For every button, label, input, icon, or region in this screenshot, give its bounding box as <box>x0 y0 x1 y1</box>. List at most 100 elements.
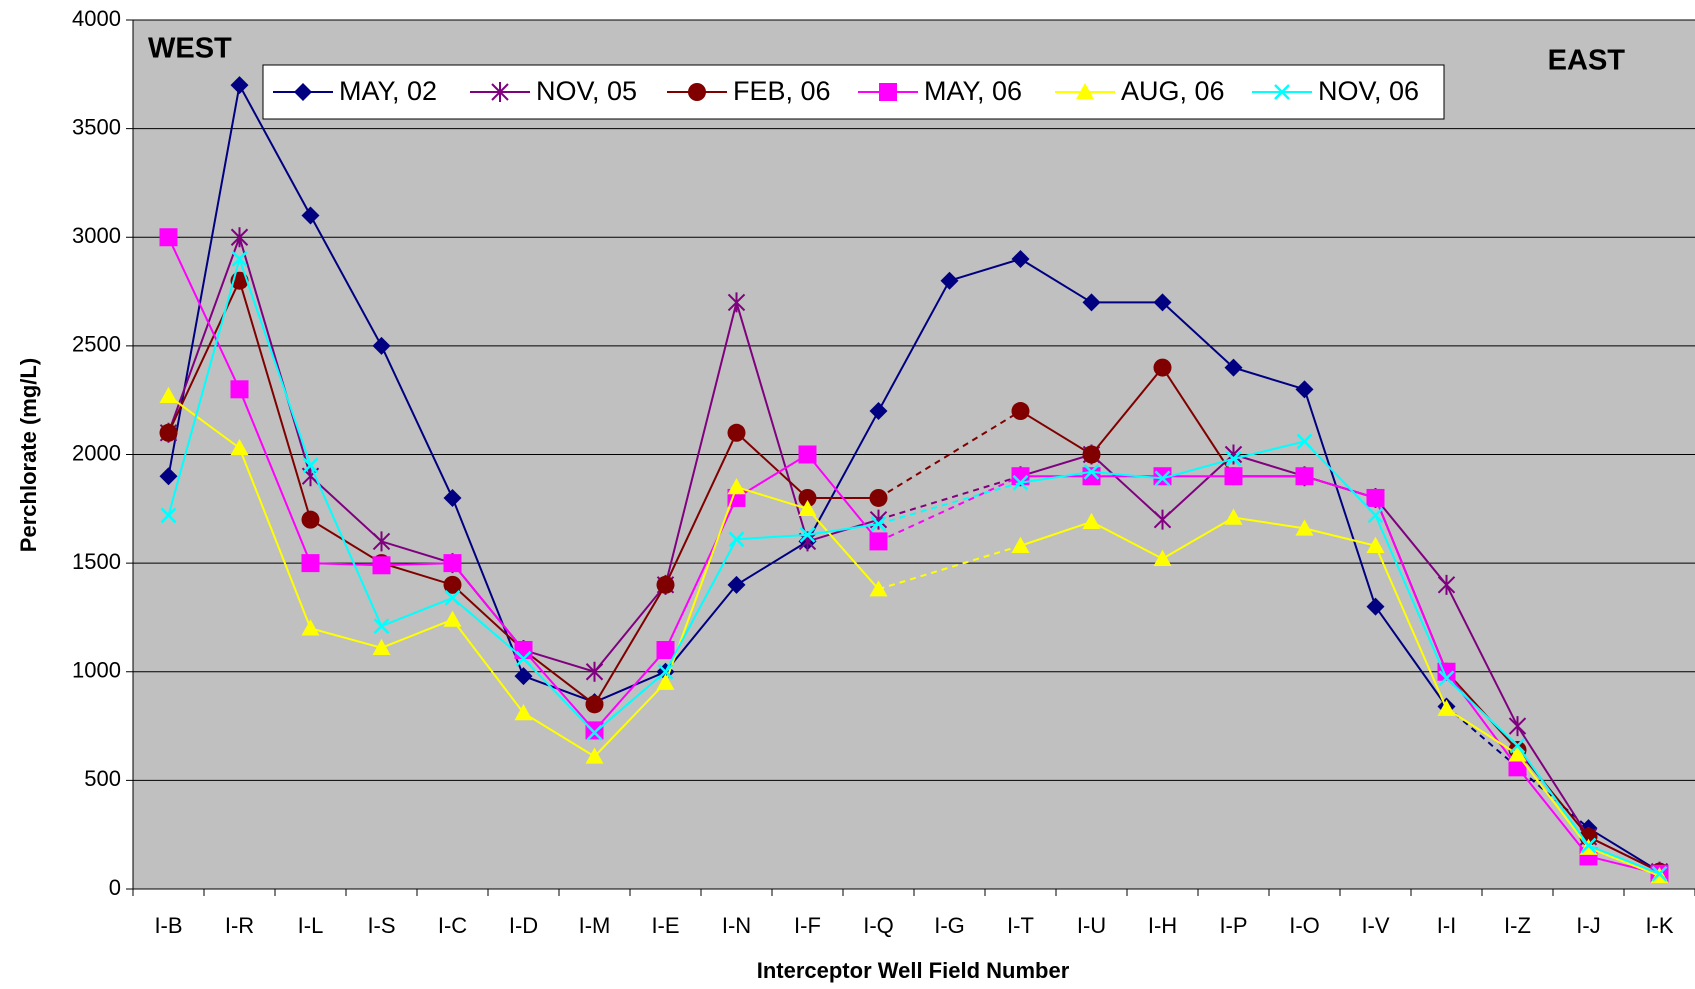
marker <box>160 507 177 524</box>
y-tick-label: 500 <box>84 766 121 791</box>
x-tick-label: I-N <box>722 913 751 938</box>
gap-connector <box>878 544 1021 591</box>
marker <box>1011 536 1030 553</box>
marker <box>798 499 817 517</box>
marker <box>443 488 462 507</box>
marker <box>491 82 509 102</box>
marker <box>372 336 391 355</box>
marker <box>1224 358 1243 377</box>
marker <box>302 457 319 474</box>
marker <box>869 402 888 421</box>
x-tick-label: I-L <box>298 913 324 938</box>
marker <box>159 386 178 404</box>
series-line <box>1020 440 1660 875</box>
marker <box>1437 699 1456 716</box>
x-tick-label: I-O <box>1289 913 1320 938</box>
marker <box>1580 837 1597 854</box>
marker <box>301 510 320 529</box>
y-tick-label: 3500 <box>72 114 121 139</box>
x-tick-label: I-J <box>1576 913 1600 938</box>
marker <box>1082 445 1101 464</box>
annotation: EAST <box>1548 45 1626 77</box>
marker <box>301 206 320 225</box>
marker <box>869 532 888 551</box>
x-tick-label: I-V <box>1361 913 1389 938</box>
marker <box>1224 508 1243 525</box>
x-tick-label: I-H <box>1148 913 1177 938</box>
marker <box>230 380 249 399</box>
marker <box>231 251 248 267</box>
marker <box>585 695 604 714</box>
marker <box>1011 249 1030 268</box>
legend-label: MAY, 02 <box>339 76 437 106</box>
marker <box>1012 474 1029 491</box>
marker <box>443 554 462 573</box>
marker <box>372 556 391 575</box>
y-axis-label: Perchlorate (mg/L) <box>16 358 41 552</box>
marker <box>1153 549 1172 566</box>
marker <box>514 641 533 660</box>
marker <box>1076 83 1094 100</box>
gap-connector <box>877 410 1022 499</box>
marker <box>585 747 604 764</box>
marker <box>1224 467 1243 486</box>
marker <box>159 467 178 486</box>
marker <box>230 76 249 95</box>
marker <box>879 83 897 101</box>
marker <box>688 83 706 101</box>
y-tick-label: 2500 <box>72 332 121 357</box>
marker <box>373 618 390 635</box>
marker <box>443 610 462 627</box>
x-tick-label: I-B <box>154 913 182 938</box>
marker <box>1011 467 1030 486</box>
marker <box>301 619 320 636</box>
x-tick-label: I-Z <box>1504 913 1531 938</box>
y-tick-label: 3000 <box>72 223 121 248</box>
y-tick-label: 0 <box>109 875 121 900</box>
marker <box>656 575 675 594</box>
marker <box>1295 467 1314 486</box>
marker <box>1366 488 1385 507</box>
annotation: WEST <box>148 33 232 65</box>
marker <box>1082 512 1101 530</box>
marker <box>1274 84 1290 100</box>
marker <box>1154 470 1171 487</box>
gap-connector <box>878 475 1021 543</box>
marker <box>870 516 887 532</box>
marker <box>1295 380 1314 399</box>
x-axis-label: Interceptor Well Field Number <box>757 958 1070 983</box>
marker <box>585 661 604 682</box>
marker <box>1296 433 1313 450</box>
x-tick-label: I-M <box>579 913 611 938</box>
marker <box>1367 507 1384 524</box>
x-tick-label: I-K <box>1645 913 1673 938</box>
x-tick-label: I-S <box>367 913 395 938</box>
marker <box>657 663 674 680</box>
marker <box>727 292 746 313</box>
y-tick-label: 1000 <box>72 658 121 683</box>
marker <box>586 724 603 741</box>
marker <box>372 531 391 552</box>
legend-label: MAY, 06 <box>924 76 1022 106</box>
x-tick-label: I-P <box>1219 913 1247 938</box>
marker <box>798 488 817 507</box>
marker <box>159 228 178 247</box>
marker <box>1153 509 1172 530</box>
marker <box>1508 745 1527 762</box>
x-tick-label: I-E <box>651 913 679 938</box>
marker <box>1366 597 1385 616</box>
x-tick-label: I-D <box>509 913 538 938</box>
marker <box>1437 574 1456 595</box>
marker <box>1153 293 1172 312</box>
x-tick-label: I-F <box>794 913 821 938</box>
marker <box>159 423 178 442</box>
marker <box>727 423 746 442</box>
series-line <box>1587 827 1661 873</box>
marker <box>230 227 249 248</box>
marker <box>585 721 604 740</box>
marker <box>444 590 461 606</box>
marker <box>940 271 959 290</box>
legend-label: NOV, 05 <box>536 76 637 106</box>
marker <box>1083 463 1100 480</box>
